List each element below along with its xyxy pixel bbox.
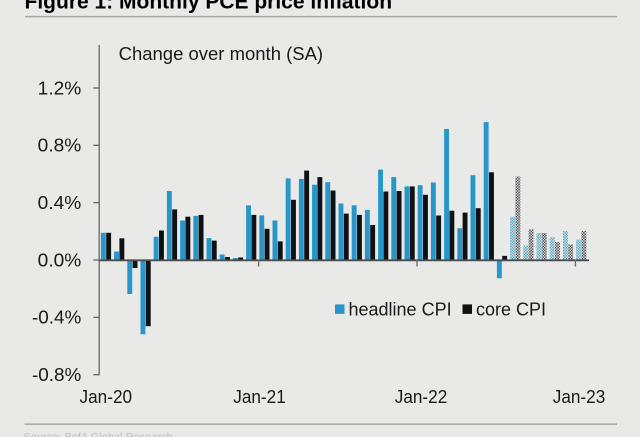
svg-text:Jan-23: Jan-23 xyxy=(553,387,606,407)
svg-text:Jan-20: Jan-20 xyxy=(80,387,133,407)
svg-text:headline CPI: headline CPI xyxy=(349,299,452,319)
svg-text:core CPI: core CPI xyxy=(476,299,546,319)
svg-text:-0.4%: -0.4% xyxy=(32,308,81,328)
svg-text:Jan-21: Jan-21 xyxy=(233,387,286,407)
svg-text:Change over month (SA): Change over month (SA) xyxy=(119,44,324,64)
svg-text:Source: BofA Global Research: Source: BofA Global Research xyxy=(24,432,173,437)
svg-text:Figure 1: Monthly PCE price in: Figure 1: Monthly PCE price inflation xyxy=(25,0,393,14)
svg-text:-0.8%: -0.8% xyxy=(32,365,81,385)
svg-text:Jan-22: Jan-22 xyxy=(395,387,448,407)
svg-text:0.4%: 0.4% xyxy=(38,193,82,213)
svg-text:0.0%: 0.0% xyxy=(38,250,82,270)
svg-text:0.8%: 0.8% xyxy=(38,136,82,156)
svg-text:1.2%: 1.2% xyxy=(38,78,82,98)
